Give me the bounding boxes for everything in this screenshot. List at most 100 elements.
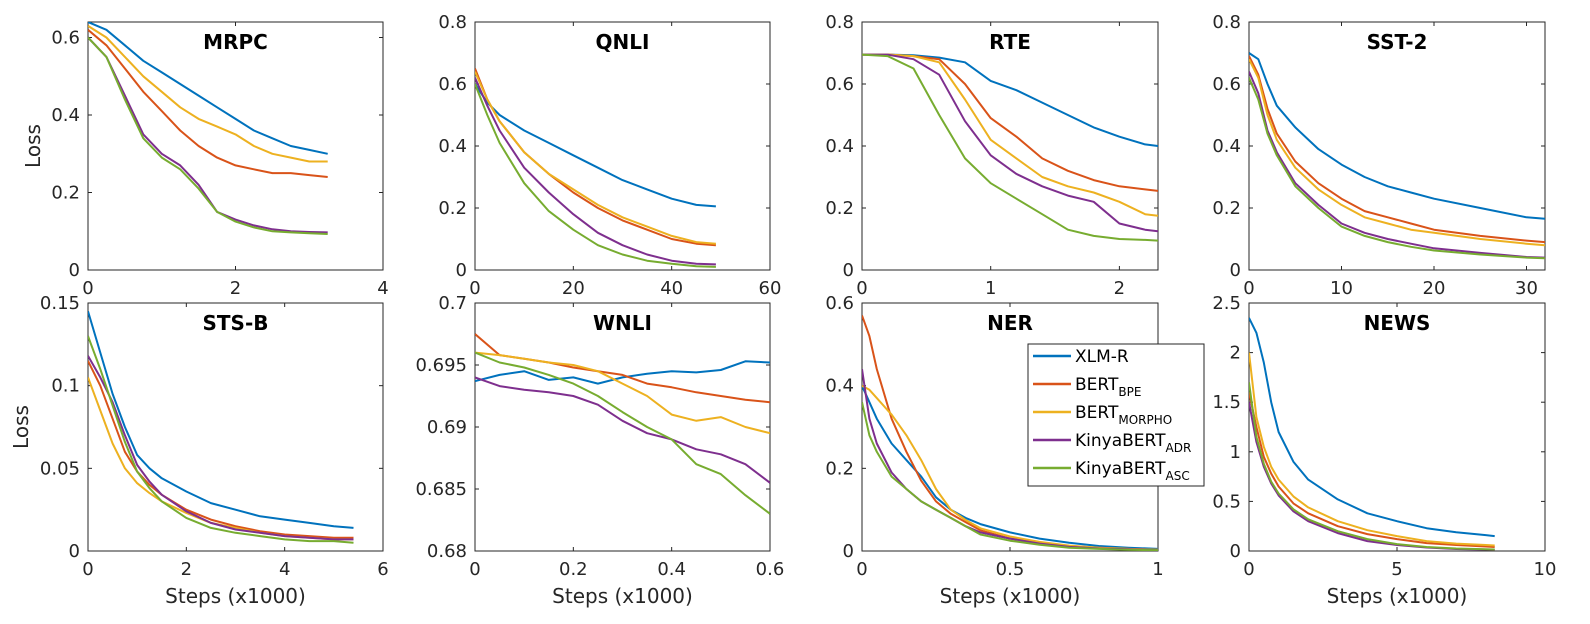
x-tick-label: 10 — [1330, 278, 1353, 299]
legend-label: BERTMORPHO — [1075, 403, 1172, 427]
y-tick-label: 0.6 — [825, 293, 854, 314]
x-tick-label: 6 — [377, 559, 388, 580]
legend-box — [1027, 343, 1205, 487]
x-tick-label: 20 — [562, 278, 585, 299]
panel-title: STS-B — [203, 311, 269, 335]
series-line-kinyabert-asc — [862, 401, 1158, 551]
y-tick-label: 0.2 — [825, 458, 854, 479]
panel-rte: 0 1 2 0 0.2 0.4 0.6 0.8 RTE — [825, 12, 1159, 299]
series-line-kinyabert-asc — [88, 335, 354, 544]
y-tick-label: 2.5 — [1212, 293, 1241, 314]
x-tick-label: 0.4 — [657, 559, 686, 580]
panel-wnli: 0 0.2 0.4 0.6 0.68 0.685 0.69 0.695 0.7 WNLI Steps… — [415, 293, 784, 608]
series-group — [88, 311, 354, 544]
x-axis-label: Steps (x1000) — [1327, 584, 1468, 608]
x-tick-label: 1 — [985, 278, 996, 299]
series-group — [862, 53, 1158, 242]
y-tick-label: 0.2 — [1212, 198, 1241, 219]
y-tick-label: 0 — [843, 541, 854, 562]
y-tick-label: 0.8 — [438, 12, 467, 33]
plot-area — [87, 21, 384, 271]
series-line-kinyabert-adr — [475, 376, 770, 484]
x-tick-label: 10 — [1534, 559, 1557, 580]
x-tick-label: 2 — [230, 278, 241, 299]
series-line-kinyabert-adr — [88, 355, 354, 541]
x-tick-label: 0 — [469, 278, 480, 299]
y-tick-label: 0.5 — [1212, 491, 1241, 512]
y-tick-label: 0.8 — [825, 12, 854, 33]
y-tick-label: 0 — [456, 260, 467, 281]
panel-title: NEWS — [1364, 311, 1431, 335]
x-tick-label: 0 — [82, 559, 93, 580]
y-tick-label: 0.695 — [415, 355, 467, 376]
y-tick-label: 0.7 — [438, 293, 467, 314]
panel-title: WNLI — [593, 311, 652, 335]
y-tick-label: 0.8 — [1212, 12, 1241, 33]
x-tick-label: 0 — [856, 278, 867, 299]
series-line-kinyabert-asc — [1249, 77, 1545, 260]
series-line-xlm-r — [1249, 52, 1545, 220]
series-line-bert-morpho — [475, 71, 716, 245]
y-tick-label: 0 — [843, 260, 854, 281]
y-tick-label: 0.2 — [438, 198, 467, 219]
y-tick-label: 0.6 — [438, 74, 467, 95]
y-tick-label: 0.69 — [427, 417, 467, 438]
series-group — [475, 68, 716, 268]
y-tick-label: 0.15 — [40, 293, 80, 314]
series-line-kinyabert-adr — [475, 77, 716, 266]
x-axis-label: Steps (x1000) — [165, 584, 306, 608]
series-line-bert-bpe — [1249, 392, 1495, 548]
series-group — [862, 315, 1158, 551]
y-tick-label: 1 — [1230, 442, 1241, 463]
y-tick-label: 0.685 — [415, 479, 467, 500]
legend-entry: BERTBPE — [1033, 375, 1141, 399]
series-line-bert-morpho — [1249, 352, 1495, 547]
y-tick-label: 2 — [1230, 343, 1241, 364]
legend-entry: XLM-R — [1033, 347, 1129, 367]
y-tick-label: 0.4 — [438, 136, 467, 157]
x-tick-label: 2 — [181, 559, 192, 580]
legend-entry: BERTMORPHO — [1033, 403, 1172, 427]
series-line-kinyabert-asc — [862, 53, 1158, 242]
series-group — [88, 22, 328, 235]
panel-title: RTE — [989, 30, 1031, 54]
panel-title: MRPC — [203, 30, 268, 54]
legend: XLM-R BERTBPE BERTMORPHO KinyaBERTADR KinyaB… — [1027, 343, 1205, 487]
plot-area — [861, 21, 1159, 271]
series-line-kinyabert-asc — [475, 83, 716, 268]
series-line-kinyabert-adr — [88, 36, 328, 234]
x-tick-label: 5 — [1391, 559, 1402, 580]
y-tick-label: 0.6 — [1212, 74, 1241, 95]
plot-area — [474, 302, 771, 552]
panel-title: SST-2 — [1367, 30, 1428, 54]
panel-title: NER — [987, 311, 1033, 335]
y-tick-label: 0.2 — [825, 198, 854, 219]
legend-entry: KinyaBERTASC — [1033, 459, 1190, 483]
x-tick-label: 0.5 — [996, 559, 1025, 580]
series-group — [475, 333, 770, 515]
series-group — [1249, 52, 1545, 260]
legend-entry: KinyaBERTADR — [1033, 431, 1191, 455]
plot-area — [1248, 21, 1546, 271]
x-tick-label: 2 — [1114, 278, 1125, 299]
y-tick-label: 1.5 — [1212, 392, 1241, 413]
y-tick-label: 0 — [69, 260, 80, 281]
series-line-xlm-r — [475, 83, 716, 208]
x-tick-label: 0 — [469, 559, 480, 580]
panel-sts-b: 0 2 4 6 0 0.05 0.1 0.15 STS-B Steps (x1000) Loss — [9, 293, 389, 608]
x-tick-label: 60 — [759, 278, 782, 299]
x-tick-label: 4 — [279, 559, 290, 580]
plot-area — [474, 21, 771, 271]
y-tick-label: 0.4 — [825, 376, 854, 397]
series-line-bert-morpho — [1249, 58, 1545, 247]
y-tick-label: 0 — [1230, 541, 1241, 562]
panel-qnli: 0 20 40 60 0 0.2 0.4 0.6 0.8 QNLI — [438, 12, 781, 299]
x-axis-label: Steps (x1000) — [552, 584, 693, 608]
panel-news: 0 5 10 0 0.5 1 1.5 2 2.5 NEWS Steps (x1000) — [1212, 293, 1556, 608]
legend-label: KinyaBERTADR — [1075, 431, 1191, 455]
series-line-xlm-r — [88, 22, 328, 155]
x-tick-label: 20 — [1423, 278, 1446, 299]
plot-area — [87, 302, 384, 552]
